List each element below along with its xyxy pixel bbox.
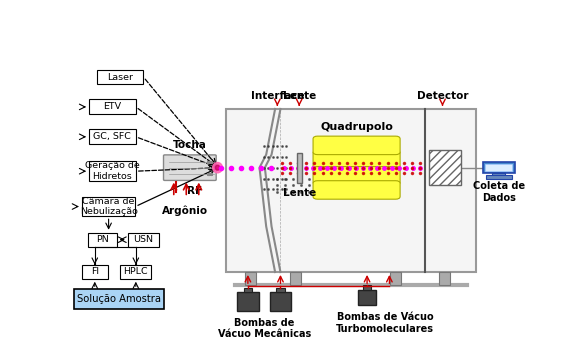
- Text: Lente: Lente: [283, 91, 316, 101]
- Text: GC, SFC: GC, SFC: [93, 132, 131, 141]
- FancyBboxPatch shape: [313, 181, 400, 199]
- Bar: [128, 233, 159, 247]
- Bar: [244, 288, 252, 292]
- Bar: [82, 197, 135, 216]
- Text: Geração de
Hidretos: Geração de Hidretos: [85, 162, 140, 181]
- Bar: [290, 272, 301, 285]
- Text: FI: FI: [90, 267, 99, 276]
- Bar: [297, 153, 302, 183]
- Bar: [276, 288, 285, 292]
- Text: Interface: Interface: [251, 91, 304, 101]
- Text: Quadrupolo: Quadrupolo: [320, 122, 393, 132]
- Text: Solução Amostra: Solução Amostra: [77, 294, 161, 304]
- Text: Argônio: Argônio: [162, 205, 209, 216]
- Bar: [226, 109, 476, 272]
- Text: Detector: Detector: [417, 91, 468, 101]
- FancyBboxPatch shape: [313, 167, 400, 185]
- Bar: [88, 233, 116, 247]
- Bar: [486, 175, 511, 179]
- Bar: [89, 100, 136, 114]
- Bar: [89, 161, 136, 181]
- Bar: [391, 272, 401, 285]
- Text: USN: USN: [134, 235, 153, 244]
- FancyBboxPatch shape: [164, 155, 216, 180]
- Text: RF: RF: [187, 186, 202, 196]
- Text: HPLC: HPLC: [123, 267, 148, 276]
- Text: Coleta de
Dados: Coleta de Dados: [473, 181, 525, 203]
- Bar: [89, 129, 136, 144]
- FancyBboxPatch shape: [313, 150, 400, 169]
- Text: Tocha: Tocha: [173, 140, 207, 150]
- Ellipse shape: [215, 165, 220, 170]
- Bar: [363, 285, 371, 290]
- Bar: [74, 289, 164, 309]
- Text: Bombas de
Vácuo Mecânicas: Bombas de Vácuo Mecânicas: [218, 318, 311, 339]
- Text: PN: PN: [96, 235, 108, 244]
- Bar: [237, 292, 259, 311]
- Bar: [82, 265, 108, 279]
- Bar: [120, 265, 151, 279]
- Bar: [439, 272, 450, 285]
- Text: Lente: Lente: [283, 188, 316, 198]
- Bar: [483, 162, 515, 173]
- FancyBboxPatch shape: [313, 136, 400, 155]
- Bar: [270, 292, 291, 311]
- Ellipse shape: [213, 162, 222, 173]
- Text: Laser: Laser: [107, 72, 133, 82]
- Bar: [245, 272, 256, 285]
- Bar: [429, 150, 461, 185]
- Text: Bombas de Vácuo
Turbomoleculares: Bombas de Vácuo Turbomoleculares: [336, 312, 434, 334]
- Bar: [492, 173, 505, 176]
- Bar: [486, 164, 512, 172]
- Text: ETV: ETV: [103, 102, 122, 112]
- Bar: [97, 70, 143, 84]
- Text: Câmara de
Nebulização: Câmara de Nebulização: [79, 197, 138, 216]
- Bar: [358, 290, 377, 305]
